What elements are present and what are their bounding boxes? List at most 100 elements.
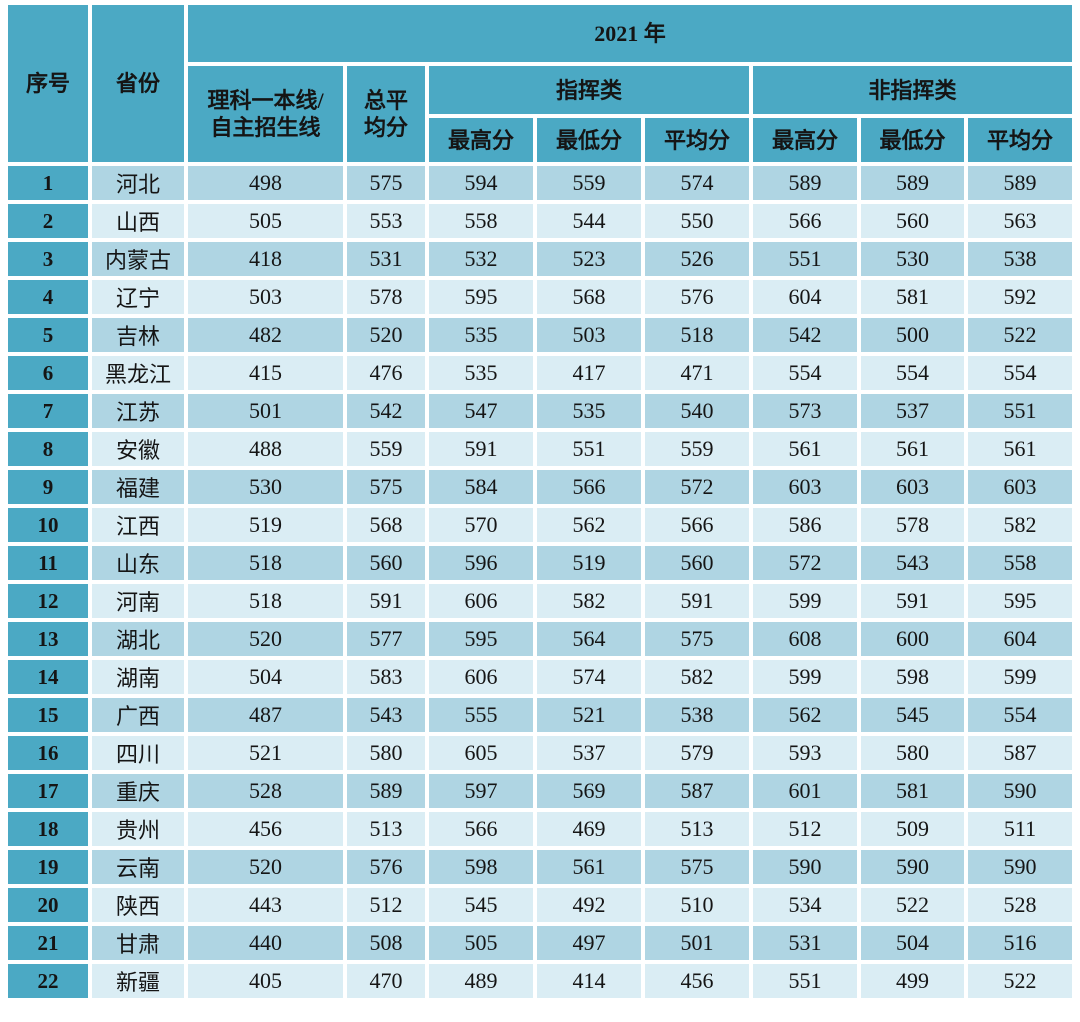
table-row: 3 内蒙古 418 531 532 523 526 551 530 538 — [8, 242, 1073, 276]
command-max-score: 555 — [429, 698, 533, 732]
province-name: 河北 — [92, 166, 184, 200]
row-serial-number: 12 — [8, 584, 88, 618]
noncommand-avg-score: 582 — [968, 508, 1073, 542]
noncommand-avg-score: 516 — [968, 926, 1073, 960]
command-avg-score: 560 — [645, 546, 749, 580]
noncommand-min-score: 589 — [861, 166, 964, 200]
command-max-score: 584 — [429, 470, 533, 504]
command-min-score: 559 — [537, 166, 641, 200]
command-min-score: 561 — [537, 850, 641, 884]
noncommand-min-score: 590 — [861, 850, 964, 884]
science-cutoff-score: 456 — [188, 812, 343, 846]
province-name: 黑龙江 — [92, 356, 184, 390]
command-max-score: 532 — [429, 242, 533, 276]
command-min-score: 497 — [537, 926, 641, 960]
command-max-score: 505 — [429, 926, 533, 960]
total-average-score: 591 — [347, 584, 425, 618]
header-non-command-category: 非指挥类 — [753, 66, 1073, 114]
noncommand-max-score: 604 — [753, 280, 857, 314]
total-average-score: 577 — [347, 622, 425, 656]
table-row: 2 山西 505 553 558 544 550 566 560 563 — [8, 204, 1073, 238]
command-min-score: 566 — [537, 470, 641, 504]
row-serial-number: 11 — [8, 546, 88, 580]
header-science-cutoff-line-1: 理科一本线/ — [207, 88, 324, 113]
row-serial-number: 2 — [8, 204, 88, 238]
row-serial-number: 10 — [8, 508, 88, 542]
science-cutoff-score: 518 — [188, 584, 343, 618]
noncommand-avg-score: 528 — [968, 888, 1073, 922]
noncommand-max-score: 593 — [753, 736, 857, 770]
header-science-cutoff-line-2: 自主招生线 — [210, 115, 321, 140]
command-max-score: 606 — [429, 660, 533, 694]
table-row: 9 福建 530 575 584 566 572 603 603 603 — [8, 470, 1073, 504]
row-serial-number: 21 — [8, 926, 88, 960]
noncommand-min-score: 560 — [861, 204, 964, 238]
row-serial-number: 15 — [8, 698, 88, 732]
noncommand-min-score: 543 — [861, 546, 964, 580]
header-serial-number: 序号 — [8, 5, 88, 162]
noncommand-avg-score: 558 — [968, 546, 1073, 580]
total-average-score: 575 — [347, 166, 425, 200]
command-avg-score: 518 — [645, 318, 749, 352]
science-cutoff-score: 501 — [188, 394, 343, 428]
command-max-score: 594 — [429, 166, 533, 200]
noncommand-max-score: 534 — [753, 888, 857, 922]
noncommand-avg-score: 522 — [968, 964, 1073, 998]
header-science-cutoff-line: 理科一本线/ 自主招生线 — [188, 66, 343, 162]
noncommand-max-score: 599 — [753, 660, 857, 694]
noncommand-min-score: 545 — [861, 698, 964, 732]
noncommand-max-score: 551 — [753, 964, 857, 998]
noncommand-max-score: 572 — [753, 546, 857, 580]
table-row: 8 安徽 488 559 591 551 559 561 561 561 — [8, 432, 1073, 466]
row-serial-number: 5 — [8, 318, 88, 352]
noncommand-min-score: 603 — [861, 470, 964, 504]
noncommand-avg-score: 538 — [968, 242, 1073, 276]
row-serial-number: 17 — [8, 774, 88, 808]
noncommand-min-score: 580 — [861, 736, 964, 770]
row-serial-number: 14 — [8, 660, 88, 694]
table-row: 11 山东 518 560 596 519 560 572 543 558 — [8, 546, 1073, 580]
science-cutoff-score: 440 — [188, 926, 343, 960]
command-avg-score: 579 — [645, 736, 749, 770]
table-row: 14 湖南 504 583 606 574 582 599 598 599 — [8, 660, 1073, 694]
command-max-score: 595 — [429, 622, 533, 656]
command-min-score: 564 — [537, 622, 641, 656]
noncommand-avg-score: 604 — [968, 622, 1073, 656]
command-min-score: 492 — [537, 888, 641, 922]
command-avg-score: 575 — [645, 850, 749, 884]
table-row: 6 黑龙江 415 476 535 417 471 554 554 554 — [8, 356, 1073, 390]
noncommand-min-score: 581 — [861, 774, 964, 808]
command-avg-score: 550 — [645, 204, 749, 238]
table-row: 15 广西 487 543 555 521 538 562 545 554 — [8, 698, 1073, 732]
command-min-score: 523 — [537, 242, 641, 276]
command-min-score: 535 — [537, 394, 641, 428]
noncommand-min-score: 581 — [861, 280, 964, 314]
command-avg-score: 513 — [645, 812, 749, 846]
header-year-2021: 2021 年 — [188, 5, 1073, 62]
table-row: 1 河北 498 575 594 559 574 589 589 589 — [8, 166, 1073, 200]
command-avg-score: 582 — [645, 660, 749, 694]
header-total-average: 总平 均分 — [347, 66, 425, 162]
science-cutoff-score: 488 — [188, 432, 343, 466]
total-average-score: 583 — [347, 660, 425, 694]
province-name: 广西 — [92, 698, 184, 732]
header-total-average-2: 均分 — [363, 115, 408, 140]
province-name: 山东 — [92, 546, 184, 580]
command-avg-score: 572 — [645, 470, 749, 504]
science-cutoff-score: 518 — [188, 546, 343, 580]
noncommand-min-score: 504 — [861, 926, 964, 960]
command-avg-score: 501 — [645, 926, 749, 960]
command-max-score: 558 — [429, 204, 533, 238]
command-min-score: 562 — [537, 508, 641, 542]
science-cutoff-score: 503 — [188, 280, 343, 314]
noncommand-min-score: 530 — [861, 242, 964, 276]
science-cutoff-score: 487 — [188, 698, 343, 732]
table-body: 1 河北 498 575 594 559 574 589 589 589 2 山西 505 553 558 5… — [8, 166, 1073, 998]
command-avg-score: 566 — [645, 508, 749, 542]
header-noncommand-avg-score: 平均分 — [968, 118, 1073, 162]
command-min-score: 469 — [537, 812, 641, 846]
noncommand-min-score: 598 — [861, 660, 964, 694]
noncommand-min-score: 578 — [861, 508, 964, 542]
header-row-year: 序号 省份 2021 年 — [8, 5, 1073, 162]
